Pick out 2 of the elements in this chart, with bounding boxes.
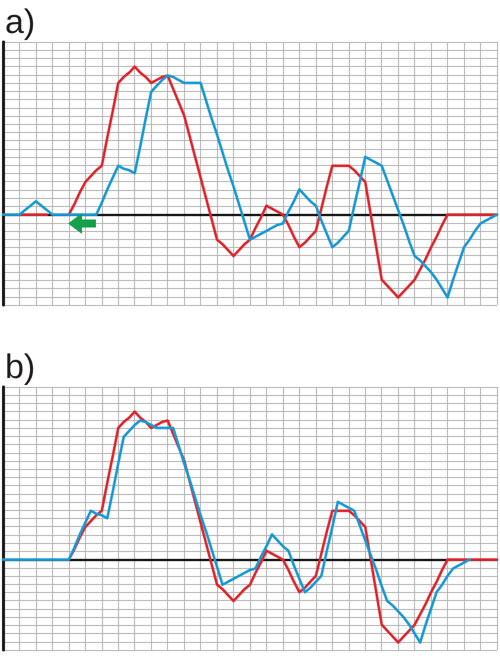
chart-title: b): [5, 348, 36, 386]
chart-title: a): [5, 3, 36, 41]
